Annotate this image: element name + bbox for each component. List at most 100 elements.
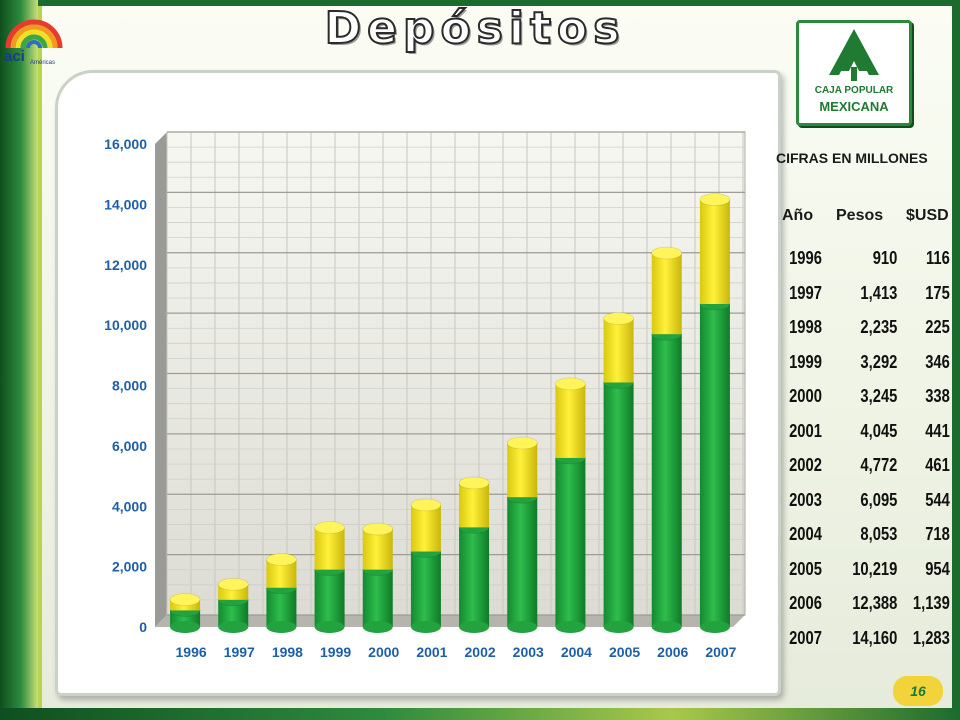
page-number-badge: 16 — [893, 676, 943, 706]
bar-segment — [362, 569, 393, 627]
y-tick-label: 2,000 — [112, 559, 147, 575]
table-cell-pesos: 1,413 — [860, 282, 898, 303]
bar-cap — [169, 593, 201, 606]
bar-segment — [314, 527, 345, 570]
table-cell-pesos: 8,053 — [860, 524, 898, 544]
bar-segment — [410, 551, 441, 627]
table-cell-year: 1999 — [789, 351, 822, 372]
table-header: Año Pesos $USD — [776, 207, 950, 227]
bar-segment — [651, 253, 682, 335]
table-row: 2002 4,772 461 — [776, 455, 950, 481]
table-cell-usd: 544 — [925, 489, 950, 510]
bar-base — [699, 621, 730, 633]
x-tick-label: 2003 — [513, 644, 544, 660]
bar-base — [410, 621, 441, 633]
table-cell-usd: 225 — [925, 317, 950, 337]
aci-logo-text: aci — [4, 48, 25, 65]
bar-segment — [699, 199, 730, 304]
table-row: 2000 3,245 338 — [776, 386, 950, 412]
x-tick-label: 2002 — [465, 644, 496, 660]
table-cell-pesos: 10,219 — [852, 558, 898, 579]
bar-cap — [506, 436, 538, 450]
caja-popular-logo: CAJA POPULAR MEXICANA — [796, 20, 912, 126]
bar-segment — [603, 382, 634, 627]
bar-base — [603, 621, 634, 633]
table-row: 1998 2,235 225 — [776, 317, 950, 343]
bar-cap — [410, 498, 442, 512]
y-tick-label: 6,000 — [112, 438, 147, 454]
bar-base — [555, 621, 586, 633]
table-row: 2005 10,219 954 — [776, 558, 950, 585]
table-cell-year: 2007 — [789, 627, 822, 648]
bar-cap — [555, 377, 586, 391]
table-cell-year: 2006 — [789, 593, 822, 613]
bar-segment — [459, 527, 490, 627]
bar-cap — [699, 193, 731, 206]
table-cell-pesos: 910 — [872, 248, 898, 268]
table-row: 2004 8,053 718 — [776, 524, 950, 550]
frame-right-band — [952, 0, 960, 720]
table-cell-pesos: 12,388 — [852, 593, 898, 613]
caja-popular-logo-line1: CAJA POPULAR — [814, 85, 894, 96]
table-row: 2003 6,095 544 — [776, 489, 950, 516]
bar-base — [459, 621, 490, 633]
table-cell-pesos: 4,772 — [860, 455, 898, 475]
aci-logo — [5, 19, 63, 49]
table-cell-pesos: 14,160 — [852, 627, 898, 648]
table-cell-year: 1997 — [789, 282, 822, 303]
bar-base — [507, 621, 538, 633]
deposits-bar-chart: 0 2,000 4,000 6,000 8,000 10,000 12,000 14,000 1… — [104, 131, 746, 660]
column-header-year: Año — [782, 207, 814, 224]
bar-segment — [699, 303, 730, 627]
bar-base — [170, 621, 201, 633]
bar-cap — [458, 476, 490, 490]
table-row: 1999 3,292 346 — [776, 351, 950, 378]
table-cell-year: 2005 — [789, 558, 822, 579]
table-cell-usd: 1,139 — [912, 593, 950, 613]
table-cell-year: 2000 — [789, 386, 822, 406]
x-tick-label: 1998 — [272, 644, 303, 660]
table-cell-usd: 954 — [925, 558, 950, 579]
bar-cap — [362, 522, 394, 536]
bar-segment — [555, 457, 586, 627]
y-tick-label: 8,000 — [112, 378, 147, 394]
x-tick-label: 2007 — [705, 644, 736, 660]
table-row: 1996 910 116 — [776, 248, 950, 274]
table-cell-usd: 1,283 — [912, 627, 950, 648]
table-cell-year: 2004 — [789, 524, 822, 544]
table-cell-usd: 338 — [925, 386, 950, 406]
chart-side-wall — [155, 132, 167, 627]
table-cell-pesos: 3,245 — [860, 386, 898, 406]
bar-segment — [410, 504, 441, 552]
bar-segment — [507, 443, 538, 498]
table-row: 2001 4,045 441 — [776, 421, 950, 447]
x-tick-label: 1997 — [224, 644, 255, 660]
slide-title: Depósitos — [324, 3, 626, 54]
table-cell-usd: 175 — [925, 282, 950, 303]
bar-base — [266, 621, 297, 633]
frame-left-band — [0, 0, 38, 720]
table-cell-usd: 718 — [925, 524, 950, 544]
aci-logo-subtext: Américas — [30, 60, 56, 66]
table-cell-pesos: 2,235 — [860, 317, 898, 337]
bar-segment — [555, 383, 586, 458]
bar-base — [651, 621, 682, 633]
frame-bottom-band — [0, 708, 960, 720]
x-tick-label: 2006 — [657, 644, 688, 660]
table-heading: CIFRAS EN MILLONES — [776, 150, 928, 166]
pine-tree-icon — [829, 29, 879, 81]
bar-cap — [651, 246, 683, 260]
table-row: 2007 14,160 1,283 — [776, 627, 950, 654]
y-tick-label: 16,000 — [104, 136, 147, 152]
bar-segment — [459, 482, 490, 528]
table-cell-year: 1996 — [789, 248, 822, 268]
table-cell-year: 2002 — [789, 455, 822, 475]
bar-cap — [217, 578, 249, 591]
table-cell-usd: 461 — [925, 455, 950, 475]
table-cell-pesos: 6,095 — [860, 489, 898, 510]
table-cell-year: 1998 — [789, 317, 822, 337]
x-tick-label: 2005 — [609, 644, 640, 660]
bar-segment — [651, 334, 682, 627]
x-tick-label: 2004 — [561, 644, 592, 660]
bar-base — [362, 621, 393, 633]
